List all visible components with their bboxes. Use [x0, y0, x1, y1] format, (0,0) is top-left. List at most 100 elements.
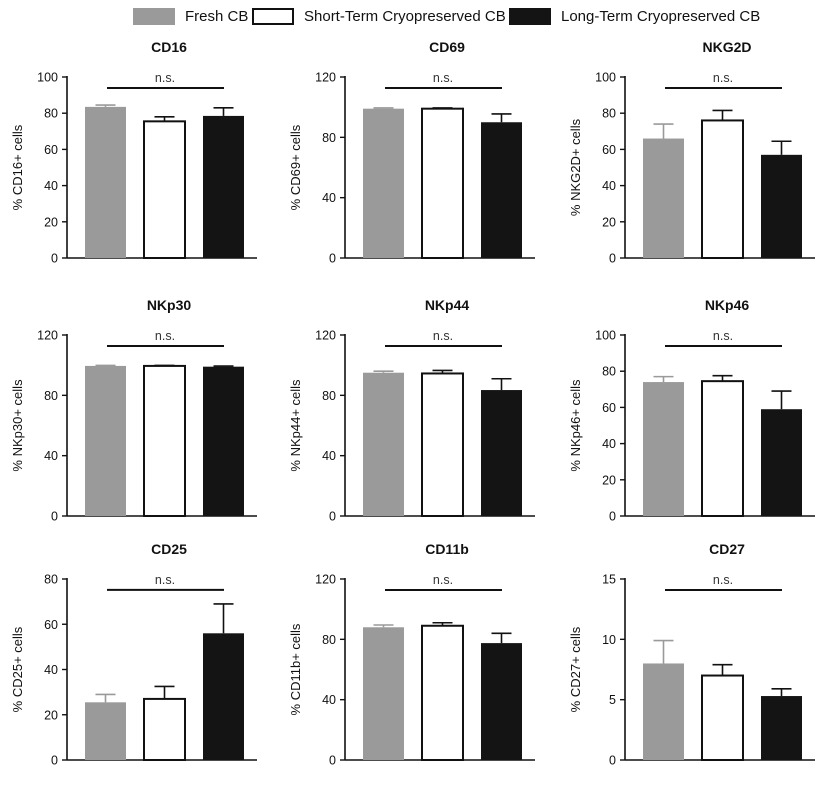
panel-cd11b-tick-label: 40: [322, 693, 336, 707]
panel-cd69-ylabel: % CD69+ cells: [288, 124, 303, 210]
panel-nkg2d: NKG2D % NKG2D+ cells 0 20 40 60 80 100 n.s.: [568, 39, 815, 266]
panel-cd16-tick-label: 40: [44, 179, 58, 193]
panel-nkg2d-tick-label: 20: [602, 215, 616, 229]
panel-nkp46-tick-label: 0: [609, 510, 616, 524]
panel-cd16-tick-label: 20: [44, 215, 58, 229]
panel-nkg2d-title: NKG2D: [702, 39, 751, 55]
panel-nkg2d-tick-label: 100: [595, 71, 616, 85]
panel-nkp44-tick-label: 40: [322, 449, 336, 463]
panel-nkp30-tick-label: 120: [37, 329, 58, 343]
panel-cd16-tick-label: 100: [37, 71, 58, 85]
panel-nkp46-bar-fresh: [643, 382, 684, 516]
panel-nkp30-tick-label: 80: [44, 389, 58, 403]
panel-nkp30-tick-label: 40: [44, 449, 58, 463]
panel-nkp46-ylabel: % NKp46+ cells: [568, 379, 583, 472]
panel-cd25-bar-long-term: [203, 633, 244, 760]
legend-swatch-fresh-cb: [133, 8, 175, 25]
panel-cd69: CD69 % CD69+ cells 0 40 80 120 n.s.: [288, 39, 535, 266]
panel-cd69-tick-label: 40: [322, 191, 336, 205]
panel-cd11b-tick-label: 0: [329, 754, 336, 768]
panel-cd11b-tick-label: 120: [315, 573, 336, 587]
panel-cd69-significance-label: n.s.: [433, 71, 453, 85]
panel-nkp46-bar-long-term: [761, 409, 802, 516]
panel-nkp46-tick-label: 100: [595, 329, 616, 343]
panel-nkg2d-tick-label: 0: [609, 252, 616, 266]
panel-nkp44-tick-label: 120: [315, 329, 336, 343]
panel-nkp46-bar-short-term: [701, 380, 744, 517]
legend-label-fresh-cb: Fresh CB: [185, 8, 249, 25]
legend-label-short-term-cb: Short-Term Cryopreserved CB: [304, 8, 506, 25]
panel-cd25-bar-fresh: [85, 702, 126, 760]
panel-cd27-tick-label: 15: [602, 573, 616, 587]
panel-cd27-significance-label: n.s.: [713, 573, 733, 587]
panel-cd27-bar-short-term: [701, 674, 744, 761]
panel-nkp46-significance-label: n.s.: [713, 329, 733, 343]
panel-cd69-tick-label: 0: [329, 252, 336, 266]
panel-cd27: CD27 % CD27+ cells 0 5 10 15 n.s.: [568, 541, 815, 768]
legend-swatch-short-term-cb: [252, 8, 294, 25]
legend-label-long-term-cb: Long-Term Cryopreserved CB: [561, 8, 761, 25]
panel-cd16-tick-label: 0: [51, 252, 58, 266]
panel-cd11b-ylabel: % CD11b+ cells: [288, 623, 303, 715]
panel-cd27-tick-label: 0: [609, 754, 616, 768]
panel-nkp30-ylabel: % NKp30+ cells: [10, 379, 25, 472]
panel-cd16-bar-fresh: [85, 106, 126, 259]
panel-cd11b-significance-label: n.s.: [433, 573, 453, 587]
panel-cd25-tick-label: 40: [44, 663, 58, 677]
panel-cd16-bar-long-term: [203, 115, 244, 258]
panel-cd11b-tick-label: 80: [322, 633, 336, 647]
panel-nkp30-tick-label: 0: [51, 510, 58, 524]
panel-cd16-tick-label: 60: [44, 143, 58, 157]
panel-nkp30-bar-long-term: [203, 366, 244, 516]
panel-cd27-tick-label: 10: [602, 633, 616, 647]
panel-cd27-tick-label: 5: [609, 693, 616, 707]
panel-nkp46-tick-label: 40: [602, 437, 616, 451]
panel-nkp44-bar-long-term: [481, 390, 522, 516]
panel-cd25-tick-label: 60: [44, 618, 58, 632]
panel-cd25-bar-short-term: [143, 697, 186, 761]
panel-nkp44-bar-fresh: [363, 372, 404, 516]
panel-cd11b-bar-fresh: [363, 627, 404, 760]
panel-cd25-tick-label: 0: [51, 754, 58, 768]
panel-nkp46-tick-label: 60: [602, 401, 616, 415]
panel-cd16-ylabel: % CD16+ cells: [10, 124, 25, 210]
panel-cd69-bar-short-term: [421, 107, 464, 259]
panel-cd25: CD25 % CD25+ cells 0 20 40 60 80 n.s.: [10, 541, 257, 768]
panel-cd27-title: CD27: [709, 541, 745, 557]
panel-cd11b: CD11b % CD11b+ cells 0 40 80 120 n.s.: [288, 541, 535, 768]
panel-cd16-significance-label: n.s.: [155, 71, 175, 85]
panel-nkg2d-tick-label: 60: [602, 143, 616, 157]
panel-nkg2d-tick-label: 40: [602, 179, 616, 193]
panel-nkg2d-tick-label: 80: [602, 107, 616, 121]
panel-cd16-tick-label: 80: [44, 107, 58, 121]
panel-cd25-tick-label: 20: [44, 708, 58, 722]
panel-cd25-ylabel: % CD25+ cells: [10, 626, 25, 712]
panel-cd25-tick-label: 80: [44, 573, 58, 587]
panel-cd11b-title: CD11b: [425, 541, 469, 557]
panel-cd16-title: CD16: [151, 39, 187, 55]
panel-nkp46-tick-label: 80: [602, 365, 616, 379]
panel-nkp44-significance-label: n.s.: [433, 329, 453, 343]
panel-nkp30-significance-label: n.s.: [155, 329, 175, 343]
panel-nkp44-ylabel: % NKp44+ cells: [288, 379, 303, 472]
panel-nkp30-bar-short-term: [143, 364, 186, 517]
panel-cd25-significance-label: n.s.: [155, 573, 175, 587]
panel-nkg2d-bar-long-term: [761, 154, 802, 258]
panel-cd16: CD16 % CD16+ cells 0 20 40 60 80 100 n.s.: [10, 39, 257, 266]
panel-cd11b-bar-long-term: [481, 643, 522, 760]
panel-cd69-tick-label: 80: [322, 131, 336, 145]
panel-cd25-title: CD25: [151, 541, 187, 557]
panel-cd11b-bar-short-term: [421, 624, 464, 762]
panel-nkp46-title: NKp46: [705, 297, 750, 313]
panel-cd16-bar-short-term: [143, 120, 186, 259]
panel-nkg2d-bar-short-term: [701, 119, 744, 259]
panel-nkp30-bar-fresh: [85, 365, 126, 516]
panel-nkp30-title: NKp30: [147, 297, 192, 313]
panel-cd27-ylabel: % CD27+ cells: [568, 626, 583, 712]
legend-swatch-long-term-cb: [509, 8, 551, 25]
panel-nkg2d-ylabel: % NKG2D+ cells: [568, 118, 583, 216]
panel-nkp44: NKp44 % NKp44+ cells 0 40 80 120 n.s.: [288, 297, 535, 524]
panel-cd69-bar-long-term: [481, 122, 522, 258]
